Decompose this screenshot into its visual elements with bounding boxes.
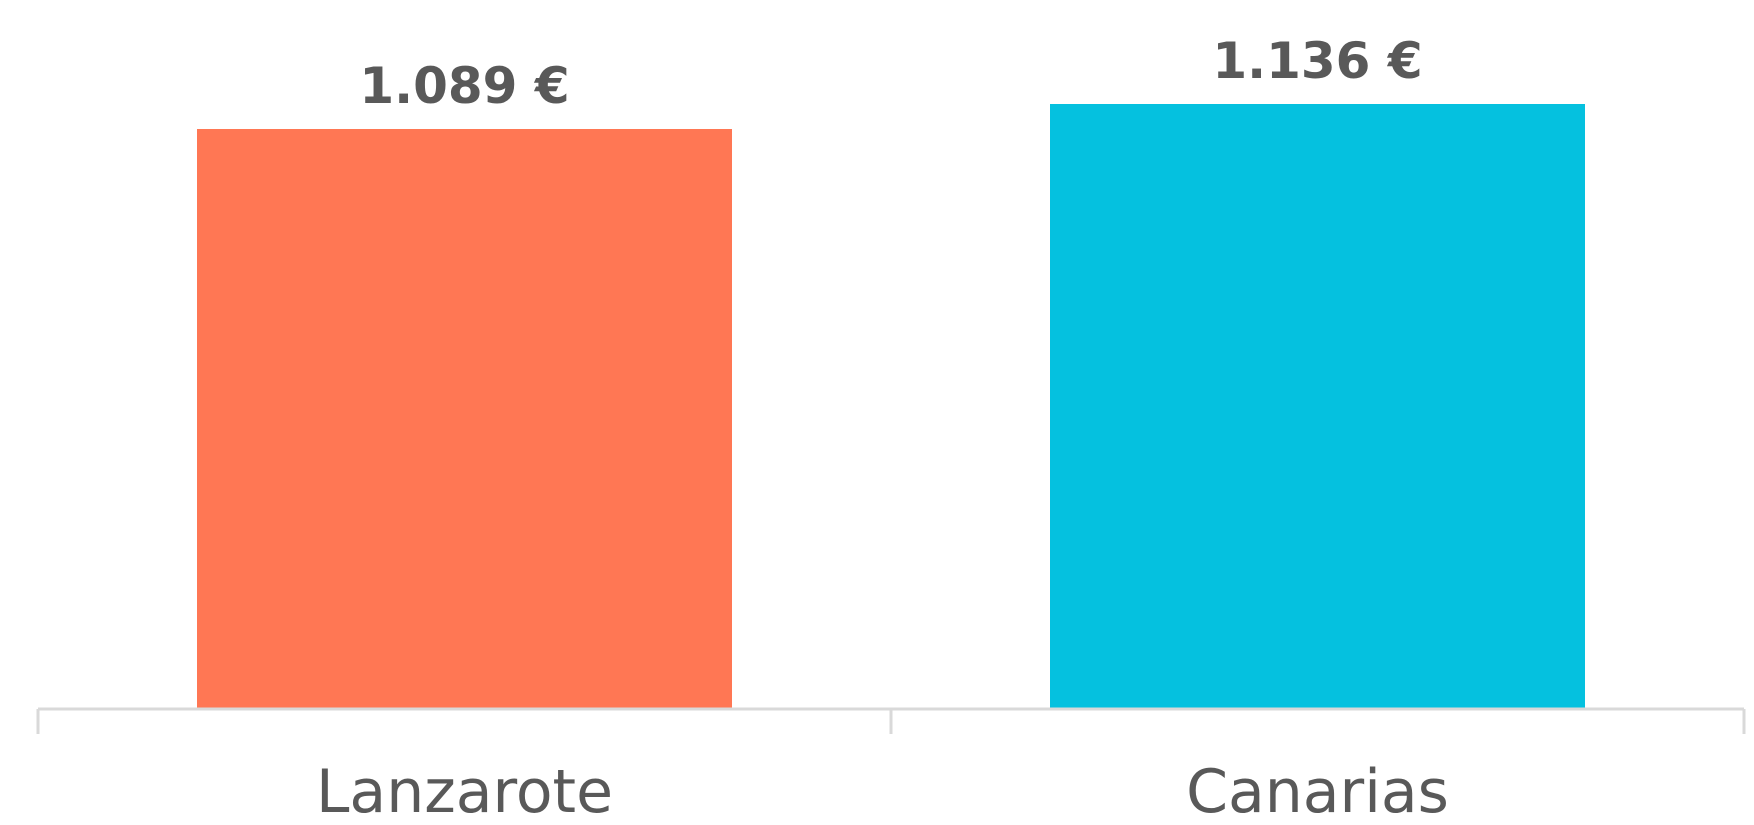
bar-canarias [1050,104,1585,709]
bars-layer [197,104,1585,709]
data-label-canarias: 1.136 € [1212,32,1422,90]
data-label-lanzarote: 1.089 € [359,57,569,115]
x-tick-label-lanzarote: Lanzarote [316,757,613,825]
x-axis [36,707,1746,734]
x-tick-label-canarias: Canarias [1186,757,1449,825]
bar-lanzarote [197,129,732,709]
labels-layer: 1.089 € Lanzarote 1.136 € Canarias [316,32,1449,825]
